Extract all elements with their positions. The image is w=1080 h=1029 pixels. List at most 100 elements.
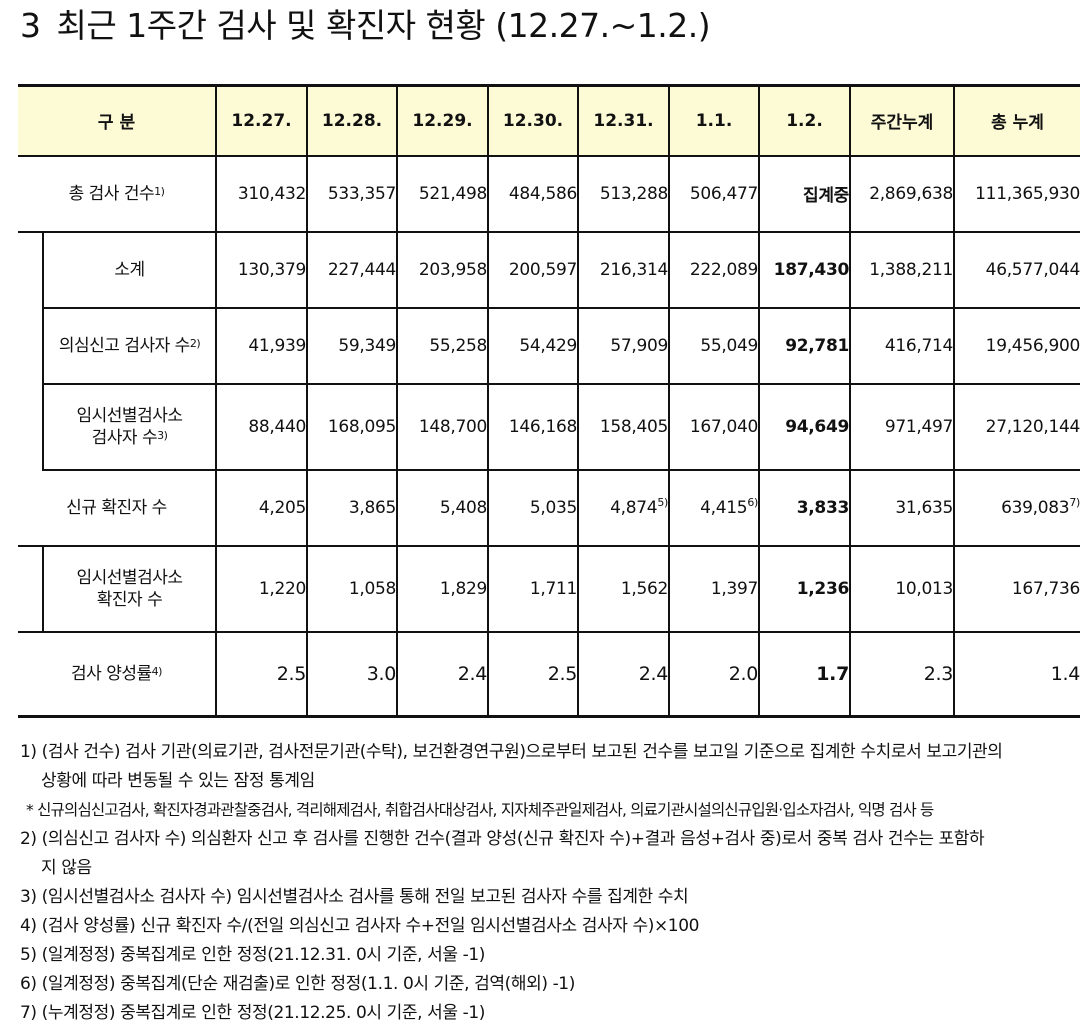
table-cell: 59,349 xyxy=(307,307,399,385)
table-cell: 4,205 xyxy=(216,469,309,547)
table-cell: 1.4 xyxy=(954,631,1080,718)
table-cell: 27,120,144 xyxy=(954,383,1080,471)
group-indent xyxy=(18,231,44,470)
header-date: 1.1. xyxy=(669,84,761,157)
table-cell: 416,714 xyxy=(850,307,956,385)
table-cell: 130,379 xyxy=(216,231,309,309)
table-cell: 200,597 xyxy=(488,231,580,309)
row-label: 총 검사 건수1) xyxy=(18,155,218,233)
footnotes: 1) (검사 건수) 검사 기관(의료기관, 검사전문기관(수탁), 보건환경연… xyxy=(20,738,1080,1028)
table-cell: 971,497 xyxy=(850,383,956,471)
table-cell: 168,095 xyxy=(307,383,399,471)
table-cell: 1,829 xyxy=(397,545,490,633)
footnote-1-continued: 상황에 따라 변동될 수 있는 잠정 통계임 xyxy=(41,771,315,791)
header-date: 12.28. xyxy=(307,84,399,157)
row-label: 검사 양성률4) xyxy=(18,631,218,718)
table-row-total-tests: 총 검사 건수1) 310,432 533,357 521,498 484,58… xyxy=(18,155,1080,233)
footnote-3: 3) (임시선별검사소 검사자 수) 임시선별검사소 검사를 통해 전일 보고된… xyxy=(20,887,689,907)
table-cell: 4,4156) xyxy=(669,469,761,547)
header-weekly-total: 주간누계 xyxy=(850,84,956,157)
table-cell: 148,700 xyxy=(397,383,490,471)
group-indent xyxy=(18,545,44,633)
table-cell: 2.5 xyxy=(216,631,309,718)
table-cell: 2.4 xyxy=(578,631,671,718)
table-header-row: 구 분 12.27. 12.28. 12.29. 12.30. 12.31. 1… xyxy=(18,84,1080,157)
table-cell-current: 3,833 xyxy=(759,469,852,547)
header-cumulative-total: 총 누계 xyxy=(954,84,1080,157)
table-cell: 506,477 xyxy=(669,155,761,233)
header-date: 12.31. xyxy=(578,84,671,157)
table-cell: 4,8745) xyxy=(578,469,671,547)
table-cell: 3,865 xyxy=(307,469,399,547)
table-cell: 3.0 xyxy=(307,631,399,718)
table-cell-current: 1.7 xyxy=(759,631,852,718)
table-row-screening-tests: 임시선별검사소 검사자 수3) 88,440 168,095 148,700 14… xyxy=(18,383,1080,471)
header-date: 12.30. xyxy=(488,84,580,157)
table-row-positivity-rate: 검사 양성률4) 2.5 3.0 2.4 2.5 2.4 2.0 1.7 2.3… xyxy=(18,631,1080,718)
table-cell: 55,258 xyxy=(397,307,490,385)
table-cell: 54,429 xyxy=(488,307,580,385)
table-cell: 46,577,044 xyxy=(954,231,1080,309)
section-title: 최근 1주간 검사 및 확진자 현황 (12.27.~1.2.) xyxy=(56,6,711,45)
footnote-4: 4) (검사 양성률) 신규 확진자 수/(전일 의심신고 검사자 수+전일 임… xyxy=(20,916,700,936)
table-cell: 521,498 xyxy=(397,155,490,233)
table-row-suspected-tests: 의심신고 검사자 수2) 41,939 59,349 55,258 54,429… xyxy=(18,307,1080,385)
table-cell: 1,058 xyxy=(307,545,399,633)
table-cell: 146,168 xyxy=(488,383,580,471)
section-number: 3 xyxy=(20,6,41,45)
table-cell: 222,089 xyxy=(669,231,761,309)
table-cell: 1,711 xyxy=(488,545,580,633)
table-cell: 167,736 xyxy=(954,545,1080,633)
table-cell: 227,444 xyxy=(307,231,399,309)
table-cell: 2,869,638 xyxy=(850,155,956,233)
row-label: 소계 xyxy=(43,231,218,309)
table-cell-current: 94,649 xyxy=(759,383,852,471)
row-label: 임시선별검사소 확진자 수 xyxy=(43,545,218,633)
table-cell: 484,586 xyxy=(488,155,580,233)
table-cell: 111,365,930 xyxy=(954,155,1080,233)
table-cell: 88,440 xyxy=(216,383,309,471)
header-date: 12.27. xyxy=(216,84,309,157)
footnote-6: 6) (일계정정) 중복집계(단순 재검출)로 인한 정정(1.1. 0시 기준… xyxy=(20,974,575,994)
table-cell: 2.0 xyxy=(669,631,761,718)
table-cell: 1,397 xyxy=(669,545,761,633)
table-cell: 167,040 xyxy=(669,383,761,471)
table-cell: 57,909 xyxy=(578,307,671,385)
table-cell: 513,288 xyxy=(578,155,671,233)
table-cell: 55,049 xyxy=(669,307,761,385)
footnote-2-continued: 지 않음 xyxy=(41,858,92,878)
table-cell: 533,357 xyxy=(307,155,399,233)
table-cell: 10,013 xyxy=(850,545,956,633)
table-cell-current: 92,781 xyxy=(759,307,852,385)
row-label: 의심신고 검사자 수2) xyxy=(43,307,218,385)
table-cell: 2.3 xyxy=(850,631,956,718)
header-date: 12.29. xyxy=(397,84,490,157)
table-cell: 158,405 xyxy=(578,383,671,471)
page-title: 3 최근 1주간 검사 및 확진자 현황 (12.27.~1.2.) xyxy=(20,6,711,46)
table-cell: 639,0837) xyxy=(954,469,1080,547)
table-row-screening-cases: 임시선별검사소 확진자 수 1,220 1,058 1,829 1,711 1,5… xyxy=(18,545,1080,633)
footnote-asterisk: * 신규의심신고검사, 확진자경과관찰중검사, 격리해제검사, 취합검사대상검사… xyxy=(26,801,934,819)
table-cell: 19,456,900 xyxy=(954,307,1080,385)
table-cell: 1,388,211 xyxy=(850,231,956,309)
table-cell-current: 1,236 xyxy=(759,545,852,633)
table-cell: 1,562 xyxy=(578,545,671,633)
row-label: 신규 확진자 수 xyxy=(18,469,218,547)
table-cell: 1,220 xyxy=(216,545,309,633)
table-row-subtotal: 소계 130,379 227,444 203,958 200,597 216,3… xyxy=(18,231,1080,470)
row-label: 임시선별검사소 검사자 수3) xyxy=(43,383,218,471)
header-category: 구 분 xyxy=(18,84,218,157)
table-cell: 216,314 xyxy=(578,231,671,309)
table-cell: 5,035 xyxy=(488,469,580,547)
table-cell: 2.4 xyxy=(397,631,490,718)
table-cell: 2.5 xyxy=(488,631,580,718)
table-cell: 41,939 xyxy=(216,307,309,385)
footnote-5: 5) (일계정정) 중복집계로 인한 정정(21.12.31. 0시 기준, 서… xyxy=(20,945,486,965)
header-date: 1.2. xyxy=(759,84,852,157)
footnote-1: 1) (검사 건수) 검사 기관(의료기관, 검사전문기관(수탁), 보건환경연… xyxy=(20,742,1003,762)
table-cell: 5,408 xyxy=(397,469,490,547)
stats-table: 구 분 12.27. 12.28. 12.29. 12.30. 12.31. 1… xyxy=(18,84,1080,718)
footnote-7: 7) (누계정정) 중복집계로 인한 정정(21.12.25. 0시 기준, 서… xyxy=(20,1003,486,1023)
table-cell-current: 집계중 xyxy=(759,155,852,233)
table-cell: 310,432 xyxy=(216,155,309,233)
